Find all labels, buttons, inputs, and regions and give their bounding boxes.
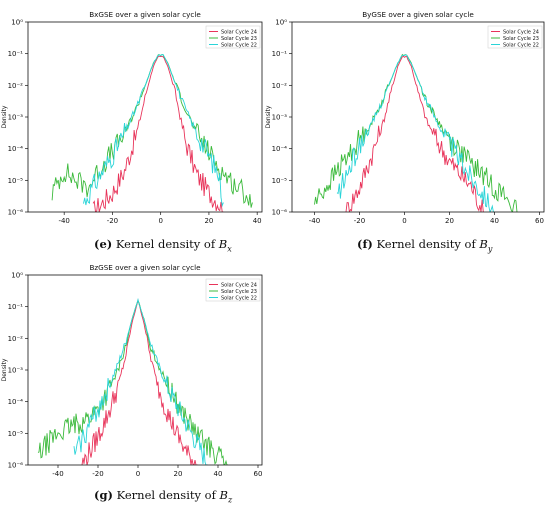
legend-box <box>487 25 543 49</box>
y-axis-label: Density <box>1 105 8 128</box>
y-tick-label: 10⁻² <box>272 82 288 90</box>
caption-bx-var: B <box>218 237 228 251</box>
legend-label: Solar Cycle 22 <box>221 42 257 48</box>
caption-bx-text: Kernel density of <box>115 237 216 251</box>
plot-frame <box>27 21 263 213</box>
y-tick-label: 10⁻⁵ <box>272 177 288 185</box>
x-tick-label: -40 <box>52 470 63 478</box>
plot-frame <box>291 21 545 213</box>
y-tick-label: 10⁻⁶ <box>272 209 288 217</box>
y-tick-label: 10⁻¹ <box>272 50 288 58</box>
x-tick-label: 0 <box>136 470 140 478</box>
x-tick-label: 40 <box>214 470 223 478</box>
y-tick-label: 10⁻⁴ <box>8 145 24 153</box>
y-tick-label: 10⁻³ <box>8 367 24 375</box>
chart-title: BxGSE over a given solar cycle <box>89 10 201 19</box>
chart-panel-bx: BxGSE over a given solar cycle Density 10⁰… <box>1 10 263 225</box>
y-tick-label: 10⁻⁵ <box>8 430 24 438</box>
x-tick-label: 60 <box>535 217 544 225</box>
legend-label: Solar Cycle 23 <box>221 289 257 295</box>
x-tick-label: -20 <box>107 217 118 225</box>
caption-bz-var: B <box>219 488 228 502</box>
x-tick-label: -20 <box>92 470 103 478</box>
y-axis-label: Density <box>1 358 8 381</box>
series-line-c23 <box>314 53 518 212</box>
series-line-c23 <box>51 54 253 208</box>
legend-label: Solar Cycle 23 <box>503 36 539 42</box>
caption-bz-text: Kernel density of <box>116 488 216 502</box>
y-tick-label: 10⁻¹ <box>8 303 24 311</box>
series-line-c24 <box>345 55 484 212</box>
y-tick-label: 10⁰ <box>275 19 287 27</box>
series-line-c22 <box>73 297 208 465</box>
caption-by-sub: y <box>487 244 493 254</box>
x-tick-label: 20 <box>174 470 183 478</box>
legend-box <box>205 278 261 302</box>
x-tick-label: 20 <box>445 217 454 225</box>
series-line-c22 <box>336 54 495 212</box>
legend-label: Solar Cycle 23 <box>221 36 257 42</box>
y-tick-label: 10⁰ <box>11 19 23 27</box>
legend-label: Solar Cycle 22 <box>503 42 539 48</box>
y-tick-label: 10⁰ <box>11 272 23 280</box>
chart-title: ByGSE over a given solar cycle <box>362 10 474 19</box>
y-tick-label: 10⁻¹ <box>8 50 24 58</box>
chart-panel-bz: BzGSE over a given solar cycle Density 10⁰… <box>1 263 262 478</box>
x-tick-label: -20 <box>354 217 365 225</box>
chart-title: BzGSE over a given solar cycle <box>89 263 201 272</box>
x-tick-label: 40 <box>253 217 262 225</box>
x-tick-label: 0 <box>158 217 162 225</box>
y-tick-label: 10⁻⁴ <box>8 398 24 406</box>
plot-frame <box>27 274 263 466</box>
caption-bx-sub: x <box>227 244 232 254</box>
chart-panel-by: ByGSE over a given solar cycle Density 10⁰… <box>265 10 545 225</box>
legend-label: Solar Cycle 22 <box>221 295 257 301</box>
y-tick-label: 10⁻³ <box>272 114 288 122</box>
series-line-c24 <box>92 55 224 212</box>
legend-label: Solar Cycle 24 <box>221 29 257 35</box>
x-tick-label: -40 <box>58 217 69 225</box>
y-tick-label: 10⁻² <box>8 335 24 343</box>
caption-bz-label: (g) <box>94 488 113 502</box>
x-tick-label: 0 <box>402 217 406 225</box>
series-line-c24 <box>81 298 198 465</box>
y-axis-label: Density <box>265 105 272 128</box>
y-tick-label: 10⁻⁶ <box>8 462 24 470</box>
y-tick-label: 10⁻⁵ <box>8 177 24 185</box>
caption-bx: (e) Kernel density of Bx <box>94 237 232 253</box>
x-tick-label: 20 <box>204 217 213 225</box>
caption-by-var: B <box>479 237 488 251</box>
caption-by: (f) Kernel density of By <box>357 237 492 253</box>
x-tick-label: -40 <box>309 217 320 225</box>
y-tick-label: 10⁻³ <box>8 114 24 122</box>
legend-label: Solar Cycle 24 <box>221 282 257 288</box>
caption-bz: (g) Kernel density of Bz <box>94 488 232 504</box>
x-tick-label: 40 <box>490 217 499 225</box>
caption-bz-sub: z <box>227 495 233 505</box>
y-tick-label: 10⁻⁶ <box>8 209 24 217</box>
x-tick-label: 60 <box>254 470 263 478</box>
series-line-c22 <box>83 54 224 208</box>
y-tick-label: 10⁻⁴ <box>272 145 288 153</box>
legend-box <box>205 25 261 49</box>
caption-by-label: (f) <box>357 237 373 251</box>
caption-by-text: Kernel density of <box>376 237 476 251</box>
y-tick-label: 10⁻² <box>8 82 24 90</box>
caption-bx-label: (e) <box>94 237 113 251</box>
legend-label: Solar Cycle 24 <box>503 29 539 35</box>
